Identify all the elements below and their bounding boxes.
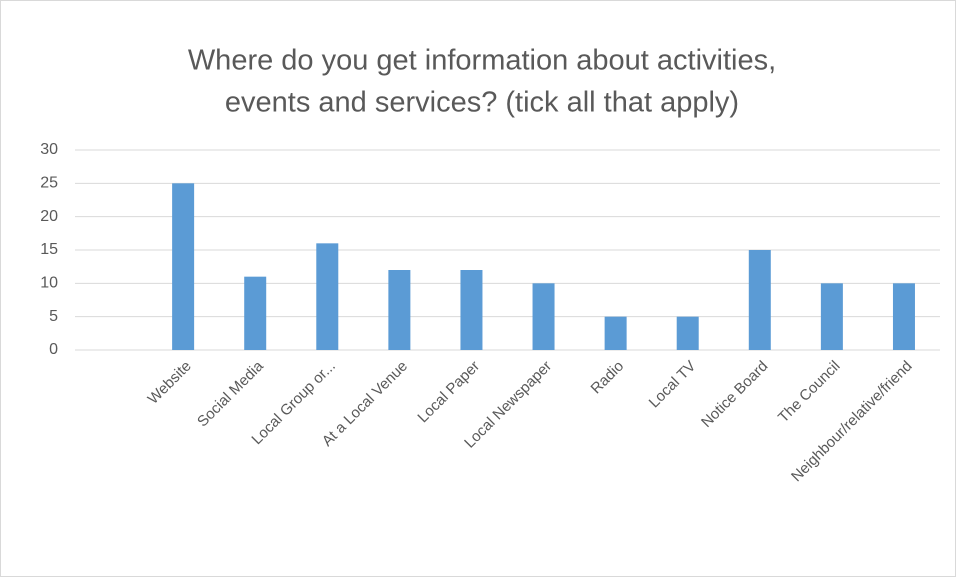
bar <box>820 283 843 350</box>
bar <box>316 243 339 350</box>
chart-title: events and services? (tick all that appl… <box>225 87 739 119</box>
bar <box>244 276 267 350</box>
bar <box>748 250 771 350</box>
bar <box>388 270 411 350</box>
y-tick-label: 0 <box>49 341 58 358</box>
bar <box>172 183 195 350</box>
y-tick-label: 15 <box>40 241 58 258</box>
bar <box>892 283 915 350</box>
bar <box>532 283 555 350</box>
y-tick-label: 25 <box>40 175 58 192</box>
bar <box>460 270 483 350</box>
y-tick-label: 20 <box>40 208 58 225</box>
y-tick-label: 30 <box>40 141 58 158</box>
chart-title: Where do you get information about activ… <box>188 45 776 77</box>
y-tick-label: 5 <box>49 308 58 325</box>
y-tick-label: 10 <box>40 275 58 292</box>
bar <box>604 316 627 350</box>
bar <box>676 316 699 350</box>
